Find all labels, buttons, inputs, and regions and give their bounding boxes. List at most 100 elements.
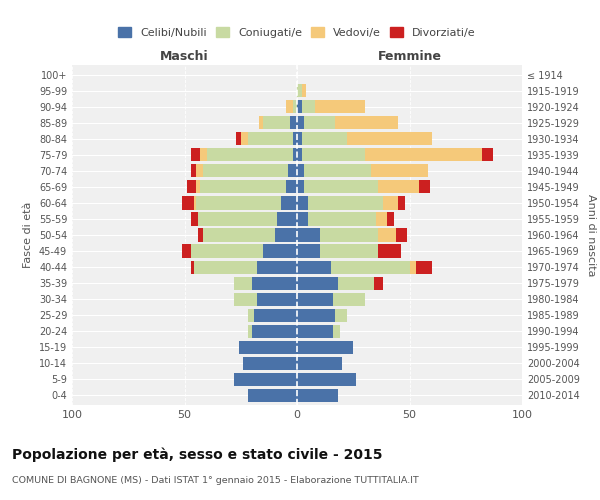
Bar	[297, 132, 302, 145]
Text: Femmine: Femmine	[377, 50, 442, 64]
Legend: Celibi/Nubili, Coniugati/e, Vedovi/e, Divorziati/e: Celibi/Nubili, Coniugati/e, Vedovi/e, Di…	[114, 23, 480, 42]
Bar	[297, 389, 337, 402]
Bar	[297, 373, 355, 386]
Bar	[196, 180, 200, 194]
Bar	[259, 116, 263, 130]
Bar	[234, 276, 252, 289]
Bar	[297, 324, 333, 338]
Bar	[365, 148, 482, 162]
Bar	[398, 196, 405, 209]
Bar	[182, 196, 193, 209]
Bar	[409, 260, 416, 274]
Bar	[302, 148, 365, 162]
Bar	[419, 180, 430, 194]
Bar	[378, 180, 419, 194]
Bar	[297, 244, 320, 258]
Bar	[315, 100, 365, 114]
Bar	[383, 196, 398, 209]
Bar	[293, 148, 297, 162]
Bar	[297, 100, 302, 114]
Bar	[304, 116, 335, 130]
Bar	[297, 148, 302, 162]
Bar	[234, 373, 297, 386]
Bar	[297, 164, 304, 177]
Bar	[297, 196, 308, 209]
Text: COMUNE DI BAGNONE (MS) - Dati ISTAT 1° gennaio 2015 - Elaborazione TUTTITALIA.IT: COMUNE DI BAGNONE (MS) - Dati ISTAT 1° g…	[12, 476, 419, 485]
Bar	[378, 228, 396, 241]
Bar	[335, 308, 347, 322]
Bar	[335, 116, 398, 130]
Bar	[297, 116, 304, 130]
Bar	[297, 276, 337, 289]
Y-axis label: Anni di nascita: Anni di nascita	[586, 194, 596, 276]
Bar	[297, 260, 331, 274]
Bar	[297, 212, 308, 226]
Bar	[286, 100, 293, 114]
Bar	[198, 212, 277, 226]
Bar	[286, 180, 297, 194]
Bar	[308, 196, 383, 209]
Bar	[387, 212, 394, 226]
Bar	[302, 100, 315, 114]
Bar	[236, 132, 241, 145]
Bar	[320, 244, 378, 258]
Bar	[248, 324, 252, 338]
Bar	[297, 308, 335, 322]
Bar	[198, 228, 203, 241]
Bar	[203, 228, 275, 241]
Bar	[193, 260, 257, 274]
Bar	[252, 276, 297, 289]
Bar	[277, 212, 297, 226]
Bar	[248, 389, 297, 402]
Bar	[416, 260, 432, 274]
Bar	[275, 228, 297, 241]
Bar	[200, 148, 207, 162]
Bar	[193, 196, 196, 209]
Bar	[373, 276, 383, 289]
Bar	[333, 324, 340, 338]
Bar	[207, 148, 293, 162]
Bar	[248, 308, 254, 322]
Bar	[297, 292, 333, 306]
Bar	[293, 132, 297, 145]
Bar	[337, 276, 373, 289]
Bar	[191, 260, 193, 274]
Bar	[396, 228, 407, 241]
Bar	[257, 292, 297, 306]
Bar	[347, 132, 432, 145]
Bar	[234, 292, 257, 306]
Bar	[200, 180, 286, 194]
Bar	[182, 244, 191, 258]
Bar	[187, 180, 196, 194]
Bar	[304, 180, 378, 194]
Bar	[376, 212, 387, 226]
Bar	[196, 164, 203, 177]
Bar	[297, 228, 320, 241]
Bar	[371, 164, 427, 177]
Bar	[196, 196, 281, 209]
Bar	[331, 260, 409, 274]
Text: Maschi: Maschi	[160, 50, 209, 64]
Bar	[304, 164, 371, 177]
Bar	[297, 180, 304, 194]
Bar	[243, 356, 297, 370]
Bar	[252, 324, 297, 338]
Y-axis label: Fasce di età: Fasce di età	[23, 202, 33, 268]
Bar	[191, 212, 198, 226]
Bar	[320, 228, 378, 241]
Bar	[302, 132, 347, 145]
Bar	[297, 356, 342, 370]
Bar	[288, 164, 297, 177]
Bar	[239, 340, 297, 354]
Bar	[203, 164, 288, 177]
Bar	[263, 244, 297, 258]
Bar	[191, 244, 263, 258]
Bar	[302, 84, 306, 97]
Bar	[378, 244, 401, 258]
Bar	[281, 196, 297, 209]
Bar	[293, 100, 297, 114]
Bar	[297, 84, 302, 97]
Bar	[254, 308, 297, 322]
Bar	[308, 212, 376, 226]
Bar	[191, 148, 200, 162]
